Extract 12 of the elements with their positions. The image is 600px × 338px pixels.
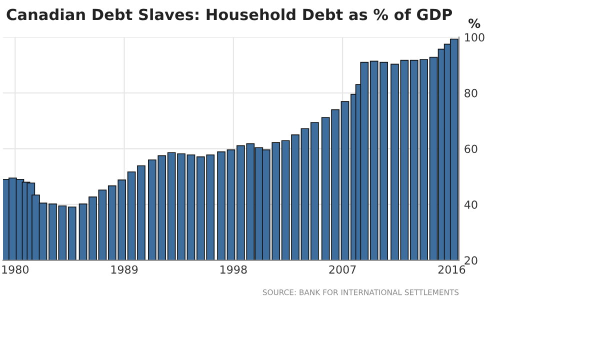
x-tick-label: 1989 xyxy=(111,265,138,274)
x-tick-label: 1998 xyxy=(220,265,247,274)
chart-title: Canadian Debt Slaves: Household Debt as % of GDP xyxy=(6,8,452,20)
y-tick-label: 60 xyxy=(464,144,478,154)
y-tick-label: 80 xyxy=(464,88,478,98)
y-axis-title: % xyxy=(468,18,480,28)
y-tick-label: 100 xyxy=(465,33,484,42)
y-tick-label: 40 xyxy=(464,200,478,209)
x-tick-label: 2007 xyxy=(329,265,356,274)
y-tick-label: 20 xyxy=(464,256,478,265)
x-tick-label: 2016 xyxy=(438,265,466,274)
x-tick-label: 1980 xyxy=(2,265,29,274)
